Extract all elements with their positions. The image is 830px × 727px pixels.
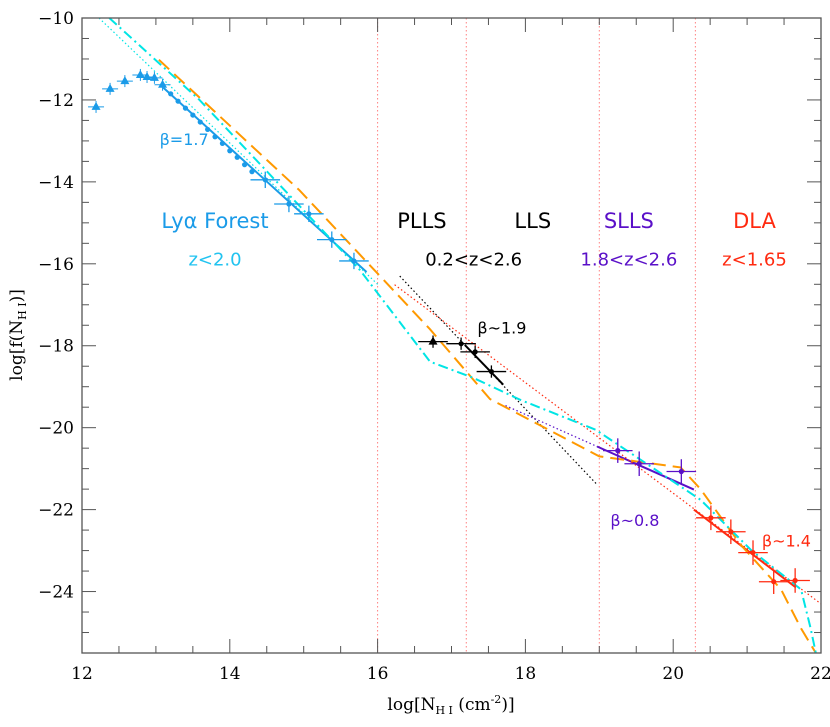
region-boundaries: [377, 18, 696, 653]
cross-point: [472, 349, 478, 355]
y-tick-label: −20: [38, 419, 74, 439]
region-label: LLS: [514, 209, 551, 233]
y-tick-label: −12: [38, 91, 74, 111]
y-axis-label: log[f(NH I)]: [7, 289, 29, 381]
x-tick-label: 18: [515, 664, 537, 684]
y-tick-label: −24: [38, 583, 74, 603]
region-label: DLA: [733, 209, 776, 233]
dot-point: [168, 91, 174, 97]
dot-point: [205, 126, 211, 133]
x-tick-label: 12: [71, 664, 93, 684]
x-tick-label: 14: [219, 664, 241, 684]
x-tick-label: 22: [810, 664, 830, 684]
line-model_dashed: [158, 59, 817, 654]
y-tick-label: −10: [38, 9, 74, 29]
region-label: PLLS: [397, 209, 446, 233]
line-slls_fit: [596, 445, 695, 491]
y-tick-label: −22: [38, 501, 74, 521]
slope-annotation: β=1.7: [160, 130, 209, 149]
cross-point: [488, 368, 495, 375]
dot-point: [234, 154, 240, 160]
cross-point: [458, 341, 464, 347]
x-tick-label: 16: [367, 664, 389, 684]
dot-point: [219, 140, 226, 146]
cross-point: [792, 577, 798, 584]
cross-point: [771, 579, 777, 585]
data-points: [88, 68, 810, 595]
y-tick-label: −18: [38, 337, 74, 357]
cross-point: [351, 258, 357, 264]
cross-point: [286, 201, 292, 207]
cross-point: [306, 211, 312, 217]
y-tick-label: −16: [38, 255, 74, 275]
fit-lines: [98, 17, 822, 654]
cross-point: [750, 550, 756, 556]
line-model_dashdot: [108, 17, 817, 654]
x-axis-label: log[NH I (cm-2)]: [387, 693, 514, 717]
region-redshift: z<2.0: [188, 250, 241, 271]
labels: 12 14 16 18 20 22 −10 −12 −14 −16 −18 −20 −22 −24 Lyα …: [38, 9, 830, 684]
dot-point: [182, 105, 189, 111]
dot-point: [212, 134, 218, 140]
axes: [81, 17, 822, 654]
dot-point: [227, 148, 233, 154]
slope-annotation: β~1.9: [477, 318, 526, 337]
plls-lls-redshift: 0.2<z<2.6: [425, 250, 522, 271]
line-dla_ext: [394, 284, 822, 605]
cross-point: [678, 468, 684, 475]
region-label: SLLS: [604, 209, 654, 233]
cross-point: [636, 461, 642, 467]
region-redshift: 1.8<z<2.6: [580, 250, 677, 271]
slope-annotation: β~0.8: [610, 511, 659, 530]
triangle-point: [428, 336, 438, 345]
region-redshift: z<1.65: [722, 250, 787, 271]
cross-point: [329, 237, 335, 243]
line-plls_fit: [464, 344, 504, 386]
cross-point: [615, 448, 621, 454]
dot-point: [241, 162, 248, 168]
dot-point: [190, 112, 196, 118]
slope-annotation: β~1.4: [762, 531, 811, 550]
dot-point: [175, 98, 181, 104]
dot-point: [249, 169, 255, 175]
y-tick-label: −14: [38, 173, 74, 193]
line-slls_ext: [505, 405, 598, 448]
cross-point: [262, 177, 268, 183]
x-tick-label: 20: [662, 664, 684, 684]
dot-point: [197, 119, 203, 125]
cross-point: [708, 515, 714, 521]
region-label: Lyα Forest: [161, 209, 268, 233]
cross-point: [728, 529, 734, 535]
